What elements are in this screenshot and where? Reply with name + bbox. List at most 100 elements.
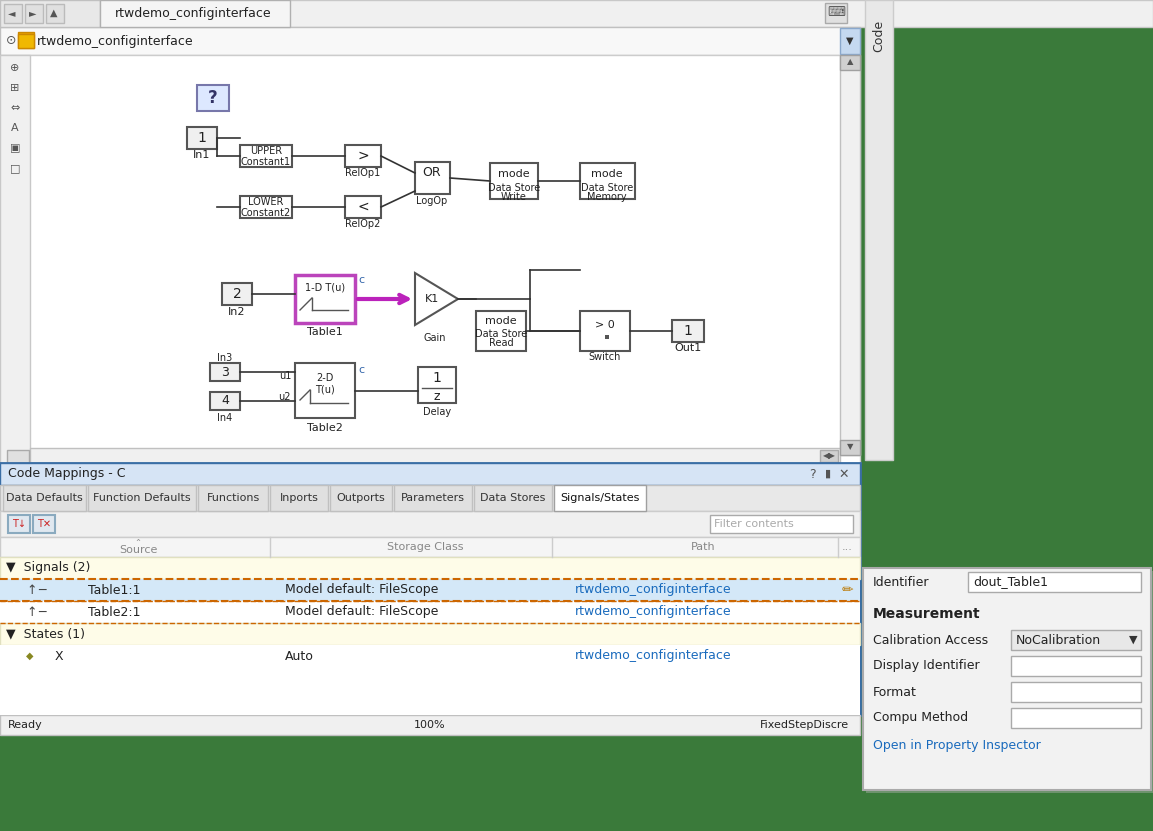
Bar — [826, 3, 847, 23]
Bar — [223, 283, 253, 305]
Text: 2: 2 — [233, 287, 241, 301]
Text: ↑: ↑ — [27, 583, 37, 597]
Bar — [198, 485, 267, 511]
Text: LOWER: LOWER — [248, 197, 284, 207]
Bar — [0, 557, 860, 579]
Text: Data Store: Data Store — [581, 183, 633, 193]
Text: T↓: T↓ — [12, 519, 27, 529]
Bar — [0, 537, 860, 557]
Bar — [862, 568, 1151, 790]
Bar — [270, 485, 327, 511]
Bar — [394, 485, 472, 511]
Text: ✕: ✕ — [838, 468, 850, 480]
Text: ▮: ▮ — [824, 469, 831, 479]
Text: Auto: Auto — [285, 650, 314, 662]
Bar — [18, 34, 33, 48]
Bar — [25, 4, 43, 23]
Text: > 0: > 0 — [595, 320, 615, 330]
Text: Data Store: Data Store — [488, 183, 540, 193]
Text: 1: 1 — [197, 131, 206, 145]
Text: 100%: 100% — [414, 720, 446, 730]
Text: ▣: ▣ — [9, 143, 21, 153]
Bar — [553, 485, 646, 511]
Text: Table1:1: Table1:1 — [88, 583, 141, 597]
Bar — [1011, 630, 1141, 650]
Text: RelOp2: RelOp2 — [345, 219, 380, 229]
Bar — [240, 196, 292, 218]
Bar — [841, 55, 860, 70]
Bar — [866, 571, 1153, 793]
Bar — [419, 367, 455, 403]
Text: 3: 3 — [221, 366, 229, 378]
Bar — [295, 275, 355, 323]
Bar — [210, 363, 240, 381]
Text: A: A — [12, 123, 18, 133]
Text: Constant1: Constant1 — [241, 157, 291, 167]
Text: □: □ — [9, 163, 21, 173]
Text: <: < — [357, 200, 369, 214]
Text: Calibration Access: Calibration Access — [873, 633, 988, 647]
Text: ▼: ▼ — [846, 442, 853, 451]
Text: rtwdemo_configinterface: rtwdemo_configinterface — [575, 583, 732, 597]
Text: Inports: Inports — [279, 493, 318, 503]
Text: 2-D: 2-D — [316, 373, 333, 383]
Text: Switch: Switch — [589, 352, 621, 362]
Text: ⊞: ⊞ — [10, 83, 20, 93]
Bar — [187, 127, 217, 149]
Bar — [0, 485, 860, 511]
Text: K1: K1 — [424, 294, 439, 304]
Bar — [100, 0, 291, 27]
Text: Data Defaults: Data Defaults — [6, 493, 82, 503]
Text: rtwdemo_configinterface: rtwdemo_configinterface — [115, 7, 272, 19]
Text: ⌃: ⌃ — [135, 538, 142, 548]
Bar — [30, 448, 841, 463]
Bar — [240, 145, 292, 167]
Text: rtwdemo_configinterface: rtwdemo_configinterface — [575, 650, 732, 662]
Bar — [0, 623, 860, 645]
Text: ▼: ▼ — [1129, 635, 1137, 645]
Text: rtwdemo_configinterface: rtwdemo_configinterface — [37, 35, 194, 47]
Text: ─: ─ — [38, 606, 46, 618]
Bar — [1011, 656, 1141, 676]
Text: In1: In1 — [194, 150, 211, 160]
Bar — [476, 311, 526, 351]
Text: Function Defaults: Function Defaults — [93, 493, 190, 503]
Bar — [0, 463, 860, 715]
Text: ⇔: ⇔ — [10, 103, 20, 113]
Bar — [3, 485, 86, 511]
Bar — [0, 735, 1153, 831]
Bar — [0, 55, 860, 463]
Text: ◀▶: ◀▶ — [822, 451, 836, 460]
Text: ...: ... — [842, 542, 852, 552]
Bar — [330, 485, 392, 511]
Bar — [474, 485, 552, 511]
Bar — [0, 0, 100, 27]
Text: Filter contents: Filter contents — [714, 519, 793, 529]
Text: T(u): T(u) — [315, 385, 334, 395]
Text: Read: Read — [489, 338, 513, 348]
Bar — [0, 0, 1153, 27]
Bar — [197, 85, 229, 111]
Bar — [8, 515, 30, 533]
Text: Path: Path — [691, 542, 715, 552]
Bar — [3, 4, 22, 23]
Bar — [580, 163, 635, 199]
Bar — [0, 463, 860, 485]
Text: 1-D T(u): 1-D T(u) — [304, 282, 345, 292]
Text: ✏: ✏ — [842, 583, 853, 597]
Bar — [865, 0, 1153, 735]
Bar — [605, 335, 609, 339]
Text: NoCalibration: NoCalibration — [1016, 633, 1101, 647]
Bar — [18, 32, 33, 48]
Text: Code Mappings - C: Code Mappings - C — [8, 468, 126, 480]
Text: rtwdemo_configinterface: rtwdemo_configinterface — [575, 606, 732, 618]
Text: Open in Property Inspector: Open in Property Inspector — [873, 740, 1041, 753]
Bar — [865, 0, 894, 460]
Text: In4: In4 — [218, 413, 233, 423]
Text: Table2:1: Table2:1 — [88, 606, 141, 618]
Text: Table1: Table1 — [307, 327, 342, 337]
Bar — [345, 196, 380, 218]
Text: ⊕: ⊕ — [10, 63, 20, 73]
Text: FixedStepDiscre: FixedStepDiscre — [760, 720, 849, 730]
Polygon shape — [415, 273, 458, 325]
